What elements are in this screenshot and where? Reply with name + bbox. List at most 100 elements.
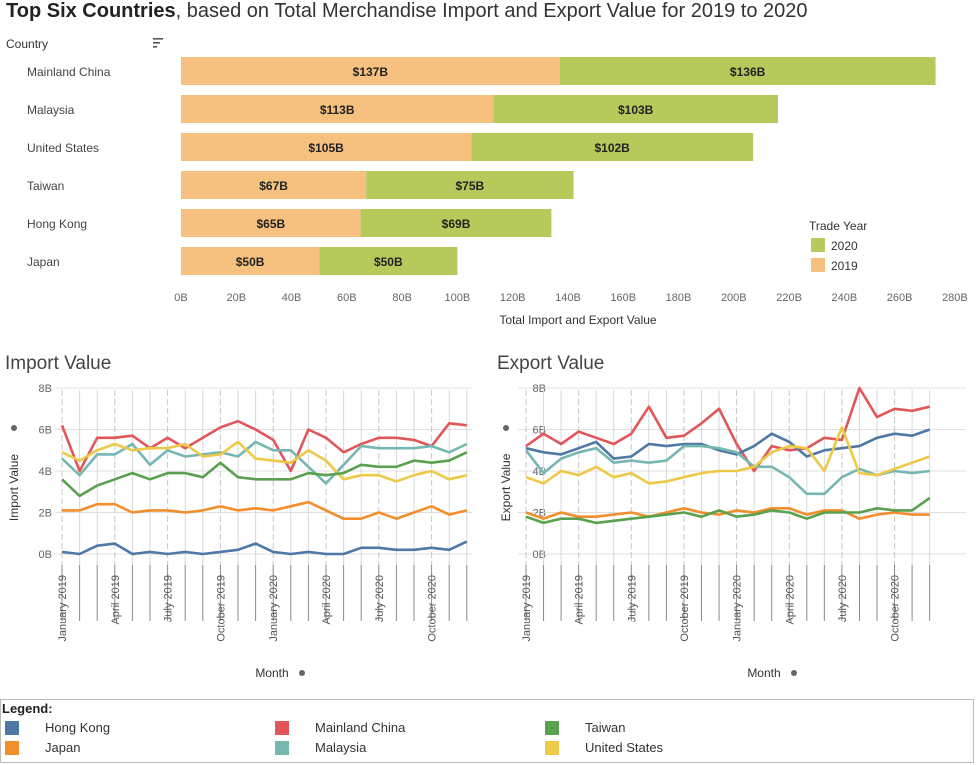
export-y-pin-icon: [503, 425, 509, 431]
bar-2020-japan: [319, 247, 458, 275]
export-y-axis-label: Export Value: [499, 453, 513, 521]
sort-icon-bar3: [153, 46, 157, 48]
import-series-japan: [62, 500, 468, 520]
export-x-axis-label: Month: [747, 666, 780, 680]
x-tick-200B: 200B: [721, 292, 747, 304]
page-title: Top Six Countries, based on Total Mercha…: [6, 0, 808, 23]
bar-label-2019-united-states: $105B: [308, 141, 344, 155]
import-y-axis-label: Import Value: [7, 454, 21, 521]
legend-label-taiwan: Taiwan: [585, 720, 626, 735]
legend-swatch-2019: [811, 258, 825, 272]
import-series-taiwan: [61, 451, 468, 498]
export-x-tick-april-2020: April 2020: [784, 575, 796, 625]
bar-label-2019-malaysia: $113B: [320, 103, 355, 117]
country-label-taiwan: Taiwan: [27, 179, 64, 193]
export-series-taiwan: [525, 496, 931, 525]
bar-2020-taiwan: [366, 171, 574, 199]
x-tick-260B: 260B: [887, 292, 913, 304]
bar-label-2020-united-states: $102B: [594, 141, 630, 155]
import-series-mainland-china: [60, 419, 467, 473]
country-label-hong-kong: Hong Kong: [27, 217, 87, 231]
x-tick-0B: 0B: [174, 292, 187, 304]
page-title-bold: Top Six Countries: [6, 0, 176, 22]
export-x-tick-october-2019: October 2019: [679, 575, 691, 642]
import-y-tick-8B: 8B: [39, 383, 52, 395]
sort-icon-bar2: [153, 42, 160, 44]
import-x-tick-january-2019: January 2019: [57, 575, 69, 642]
bar-label-2020-malaysia: $103B: [618, 103, 654, 117]
export-series-hong-kong: [525, 428, 931, 460]
legend-swatch-taiwan: [545, 721, 559, 735]
country-label-japan: Japan: [27, 255, 60, 269]
import-series-malaysia: [61, 440, 468, 485]
export-series-mainland-china: [525, 386, 930, 473]
bar-2019-hong-kong: [181, 209, 361, 237]
bar-label-2019-hong-kong: $65B: [256, 217, 285, 231]
bar-label-2020-mainland-china: $136B: [730, 65, 766, 79]
export-y-tick-8B: 8B: [533, 383, 546, 395]
import-series-united-states: [61, 440, 468, 483]
import-y-pin-icon: [11, 425, 17, 431]
bar-2019-malaysia: [181, 95, 494, 123]
export-series-malaysia: [524, 444, 930, 496]
legend-label-united-states: United States: [585, 740, 664, 755]
x-tick-220B: 220B: [776, 292, 802, 304]
import-x-tick-april-2020: April 2020: [321, 575, 333, 625]
country-label-mainland-china: Mainland China: [27, 65, 111, 79]
x-tick-20B: 20B: [226, 292, 246, 304]
export-x-pin-icon: [791, 670, 797, 676]
export-x-tick-october-2020: October 2020: [890, 575, 902, 642]
bar-2020-malaysia: [493, 95, 779, 123]
trade-year-legend-title: Trade Year: [809, 219, 867, 233]
x-tick-140B: 140B: [555, 292, 581, 304]
legend-swatch-japan: [5, 741, 19, 755]
bar-label-2019-japan: $50B: [236, 255, 265, 269]
x-axis-label: Total Import and Export Value: [499, 313, 657, 327]
x-tick-40B: 40B: [282, 292, 302, 304]
bar-2020-united-states: [471, 133, 754, 161]
import-x-tick-july-2019: July 2019: [163, 575, 175, 622]
import-x-tick-january-2020: January 2020: [268, 575, 280, 642]
bar-2019-taiwan: [181, 171, 367, 199]
x-tick-60B: 60B: [337, 292, 357, 304]
legend-swatch-united-states: [545, 741, 559, 755]
country-label-malaysia: Malaysia: [27, 103, 75, 117]
legend-swatch-2020: [811, 238, 825, 252]
x-tick-240B: 240B: [832, 292, 858, 304]
export-x-tick-july-2019: July 2019: [626, 575, 638, 622]
legend-box: [0, 699, 974, 763]
import-x-pin-icon: [299, 670, 305, 676]
x-tick-160B: 160B: [610, 292, 636, 304]
import-y-tick-0B: 0B: [39, 549, 52, 561]
import-y-tick-4B: 4B: [39, 466, 52, 478]
bar-label-2019-taiwan: $67B: [259, 179, 288, 193]
bar-label-2020-taiwan: $75B: [455, 179, 484, 193]
legend-swatch-mainland-china: [275, 721, 289, 735]
x-tick-100B: 100B: [445, 292, 471, 304]
bar-label-2019-mainland-china: $137B: [353, 65, 389, 79]
stacked-bar-chart: Country Mainland China $137B $136B Malaysia $…: [6, 37, 968, 327]
x-tick-120B: 120B: [500, 292, 526, 304]
export-x-tick-july-2020: July 2020: [837, 575, 849, 622]
import-x-axis-label: Month: [255, 666, 288, 680]
export-y-tick-4B: 4B: [533, 466, 546, 478]
import-series-hong-kong: [61, 540, 468, 556]
page-title-rest: , based on Total Merchandise Import and …: [175, 0, 808, 22]
import-x-tick-october-2019: October 2019: [215, 575, 227, 642]
x-tick-80B: 80B: [392, 292, 412, 304]
bar-label-2020-hong-kong: $69B: [442, 217, 471, 231]
export-chart-title: Export Value: [497, 353, 604, 374]
x-tick-280B: 280B: [942, 292, 968, 304]
export-x-tick-april-2019: April 2019: [574, 575, 586, 625]
bar-label-2020-japan: $50B: [374, 255, 403, 269]
bar-2019-mainland-china: [181, 57, 560, 85]
legend-swatch-hong-kong: [5, 721, 19, 735]
import-x-tick-july-2020: July 2020: [374, 575, 386, 622]
bar-2020-mainland-china: [559, 57, 936, 85]
import-y-tick-2B: 2B: [39, 508, 52, 520]
legend-label-2019: 2019: [831, 259, 858, 273]
import-y-tick-6B: 6B: [39, 425, 52, 437]
legend-label-mainland-china: Mainland China: [315, 720, 406, 735]
sort-icon: [153, 38, 163, 40]
